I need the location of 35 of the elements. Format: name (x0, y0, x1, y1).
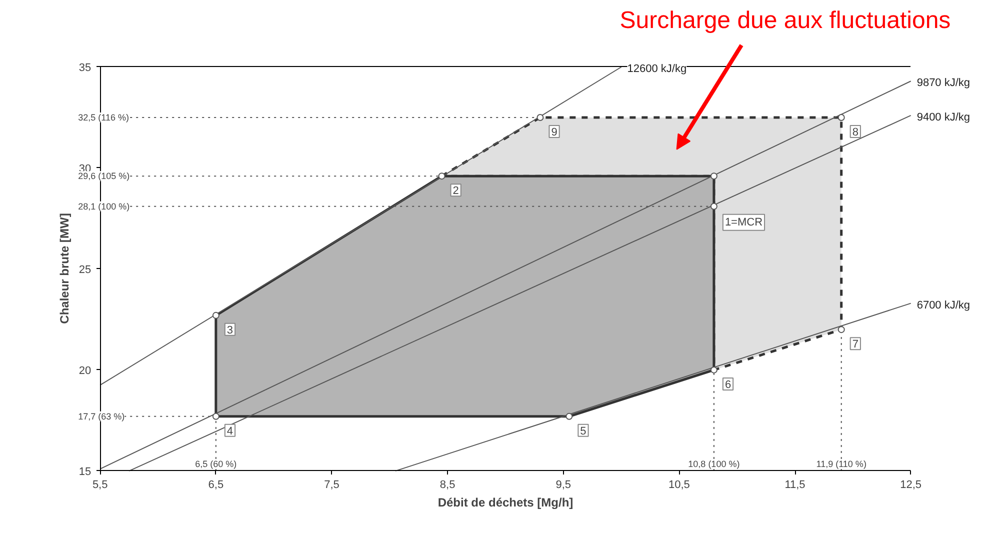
series-label: 9400 kJ/kg (916, 111, 970, 124)
series-label: 9870 kJ/kg (916, 77, 970, 90)
x-tick-label: 10,5 (668, 478, 690, 491)
annotation: 6,5 (60 %) (195, 458, 237, 469)
annotation: 5 (580, 425, 586, 438)
x-tick-label: 9,5 (556, 478, 572, 491)
annotation: 3 (226, 324, 234, 336)
x-tick-label: 7,5 (324, 478, 340, 491)
y-tick-label: 25 (78, 264, 92, 276)
series-label: 6700 kJ/kg (916, 299, 970, 312)
annotation: 9 (551, 126, 558, 138)
series-label: 12600 kJ/kg (627, 63, 687, 75)
x-tick-label: 12,5 (900, 478, 922, 491)
y-tick-label: 15 (78, 466, 92, 478)
x-tick-label: 8,5 (440, 478, 456, 491)
y-tick-label: 20 (78, 364, 92, 377)
annotation: 10,8 (100 %) (688, 458, 740, 469)
annotation: 32,5 (116 %) (78, 112, 129, 122)
annotation: 7 (852, 338, 858, 351)
annotation: 29,6 (105 %) (78, 171, 130, 182)
x-tick-label: 11,5 (784, 478, 806, 491)
annotation: 28,1 (100 %) (78, 201, 130, 212)
y-axis-title: Chaleur brute [MW] (57, 213, 72, 324)
annotation: 8 (852, 126, 858, 138)
x-axis-title: Débit de déchets [Mg/h] (438, 496, 574, 510)
annotation: 17,7 (63 %) (78, 411, 125, 422)
annotation: 4 (226, 425, 234, 438)
annotation: 6 (724, 378, 732, 391)
annotation: 11,9 (110 %) (816, 458, 866, 469)
annotation: 2 (452, 185, 459, 198)
text: Surcharge due aux fluctuations (620, 6, 951, 34)
x-tick-label: 6,5 (208, 478, 224, 491)
annotation: 1=MCR (724, 216, 763, 228)
y-tick-label: 35 (78, 62, 92, 74)
x-tick-label: 5,5 (92, 478, 108, 491)
